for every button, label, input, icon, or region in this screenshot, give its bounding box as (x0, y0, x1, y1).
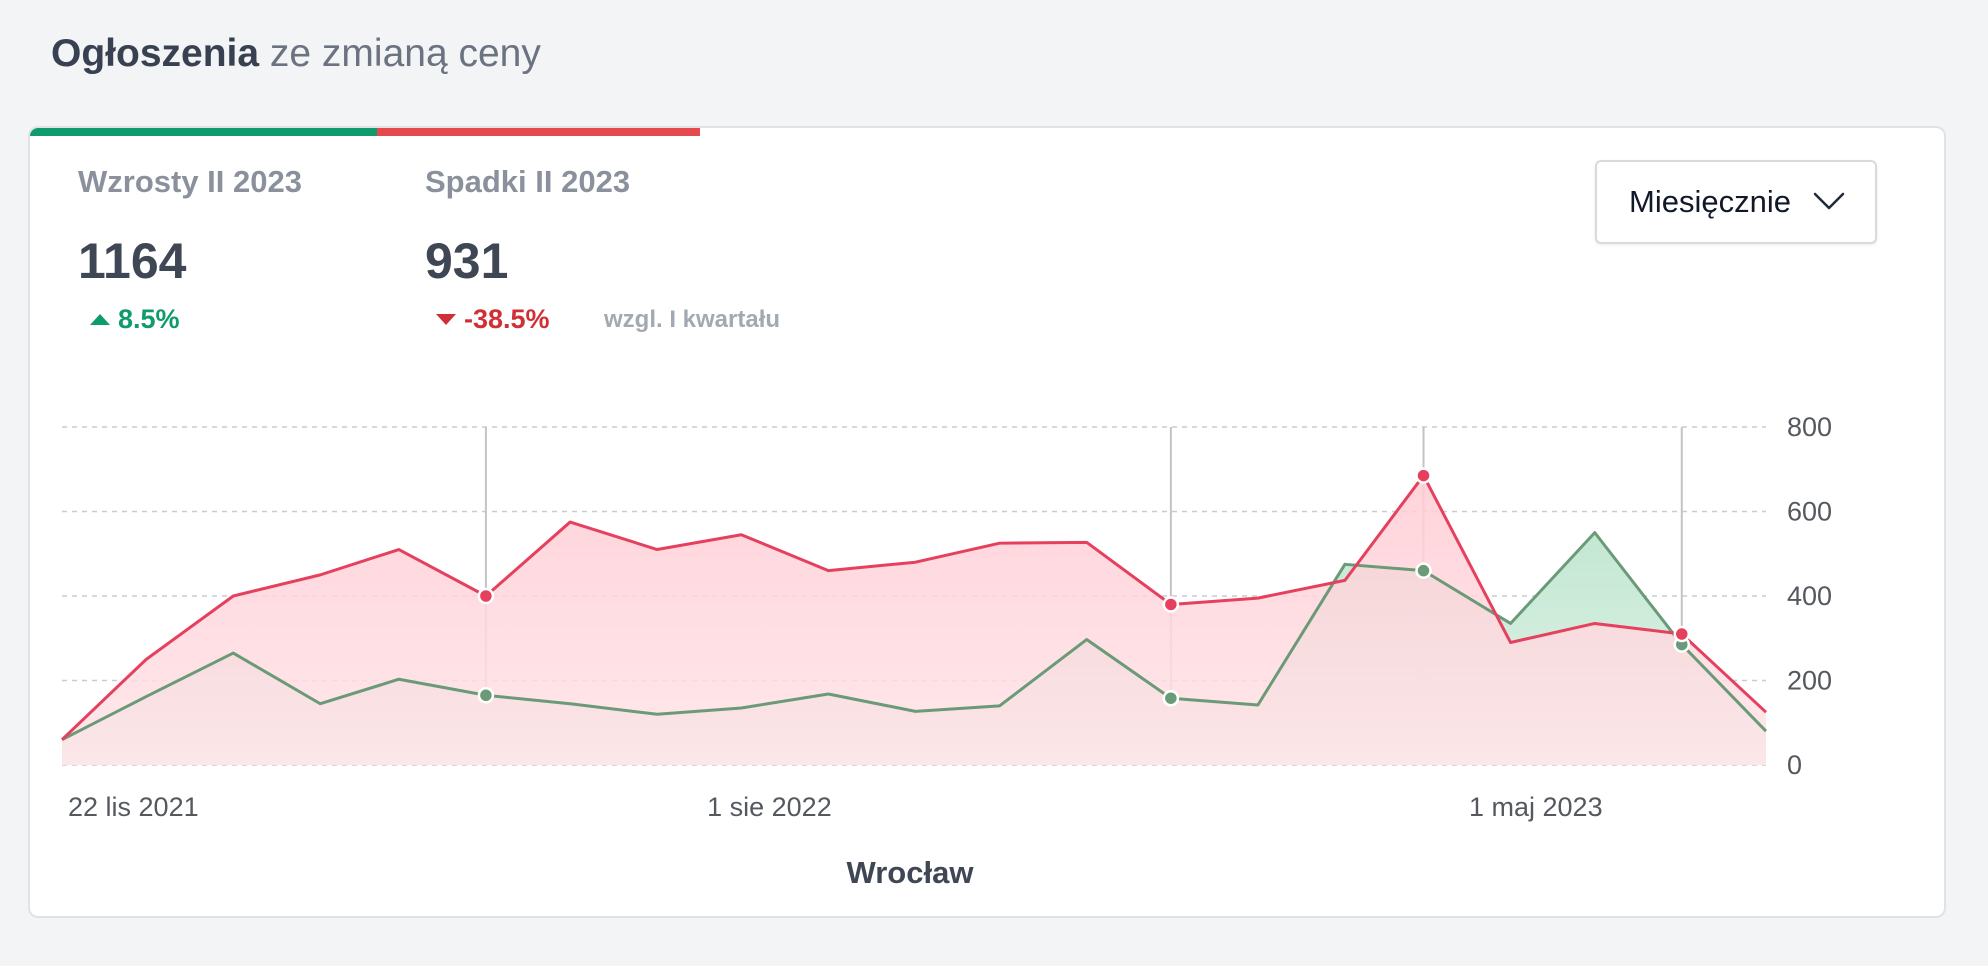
decrease-point-5 (477, 587, 495, 605)
increase-point-16 (1415, 562, 1432, 579)
page-title-strong: Ogłoszenia (51, 32, 260, 75)
page-title: Ogłoszenia ze zmianą ceny (51, 32, 541, 76)
x-tick-0: 22 lis 2021 (68, 792, 199, 822)
increase-change-text: 8.5% (118, 304, 180, 334)
increase-label: Wzrosty II 2023 (78, 164, 302, 199)
chart-labels: 0 200 400 600 800 22 lis 2021 1 sie 2022 1 maj … (68, 412, 1832, 890)
decrease-area (62, 475, 1766, 765)
chevron-down-icon (1813, 192, 1845, 210)
decrease-change-text: -38.5% (464, 304, 550, 334)
period-dropdown[interactable]: Miesięcznie (1595, 160, 1877, 244)
decrease-point-19 (1673, 625, 1691, 643)
increase-value: 1164 (78, 233, 187, 289)
y-tick-800: 800 (1787, 412, 1832, 442)
y-tick-200: 200 (1787, 666, 1832, 696)
decrease-change: -38.5% (436, 304, 550, 335)
price-change-chart: 0 200 400 600 800 22 lis 2021 1 sie 2022 1 maj … (60, 412, 1832, 890)
increase-point-5 (477, 687, 495, 704)
chart-points (477, 467, 1691, 707)
decrease-value: 931 (425, 233, 509, 289)
decrease-line (60, 474, 1768, 741)
decrease-share-bar (377, 128, 700, 136)
page-title-rest: ze zmianą ceny (269, 32, 541, 75)
increase-share-bar (30, 128, 377, 136)
decrease-point-16 (1415, 467, 1432, 484)
increase-change: 8.5% (90, 304, 180, 335)
chart-lines (60, 474, 1768, 741)
x-axis-label: Wrocław (847, 855, 975, 890)
chart-areas (62, 475, 1766, 765)
arrow-down-icon (436, 314, 456, 325)
price-change-card: Wzrosty II 2023 1164 8.5% Spadki II 2023… (28, 126, 1946, 918)
increase-point-13 (1162, 689, 1180, 707)
y-tick-400: 400 (1787, 581, 1832, 611)
period-dropdown-value: Miesięcznie (1629, 184, 1791, 219)
decrease-label: Spadki II 2023 (425, 164, 631, 199)
compare-note: wzgl. I kwartału (604, 306, 781, 333)
y-tick-600: 600 (1787, 497, 1832, 527)
x-tick-1: 1 sie 2022 (707, 792, 832, 822)
y-tick-0: 0 (1787, 750, 1802, 780)
arrow-up-icon (90, 314, 110, 325)
increase-line (61, 531, 1768, 741)
decrease-point-13 (1162, 596, 1180, 613)
x-tick-2: 1 maj 2023 (1469, 792, 1603, 822)
